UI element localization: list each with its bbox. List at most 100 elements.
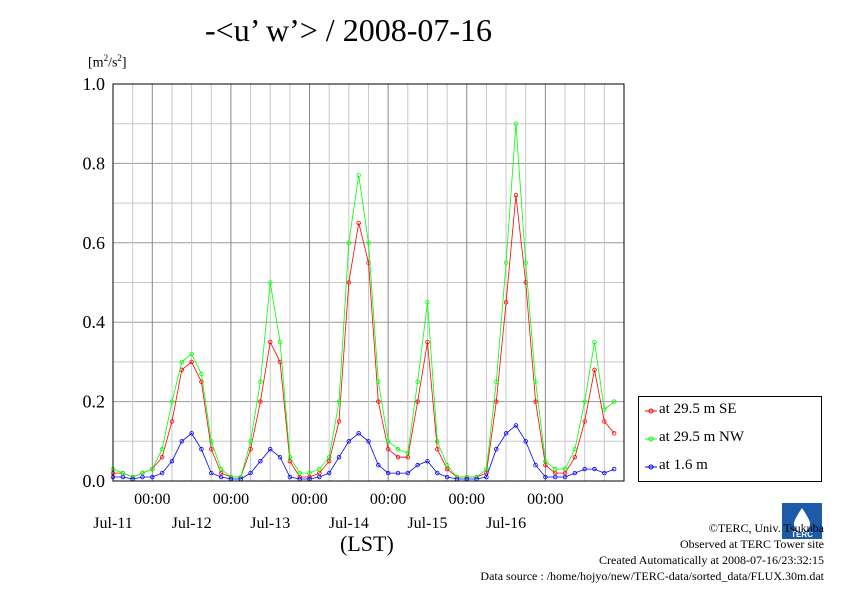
data-point bbox=[268, 339, 273, 345]
data-point bbox=[218, 474, 224, 480]
data-point bbox=[248, 439, 253, 444]
y-tick-label: 0.2 bbox=[83, 392, 106, 412]
x-tick-date: Jul-15 bbox=[407, 515, 447, 532]
data-point bbox=[425, 458, 430, 464]
data-point bbox=[592, 339, 597, 345]
series-line-0 bbox=[113, 195, 615, 478]
data-point bbox=[553, 466, 558, 472]
series-layer bbox=[110, 121, 617, 482]
data-point bbox=[602, 470, 607, 476]
data-point bbox=[346, 280, 352, 285]
x-tick-time: 00:00 bbox=[134, 491, 170, 508]
data-point bbox=[326, 470, 332, 476]
y-tick-label: 0.0 bbox=[83, 471, 106, 491]
data-point bbox=[533, 399, 538, 404]
data-point bbox=[366, 240, 371, 245]
data-point bbox=[425, 300, 430, 305]
data-point bbox=[444, 462, 450, 468]
data-point bbox=[415, 399, 420, 404]
data-point bbox=[366, 439, 371, 444]
data-point bbox=[611, 431, 617, 436]
grid-lines bbox=[112, 83, 625, 482]
data-point bbox=[513, 423, 519, 428]
data-point bbox=[543, 474, 548, 480]
x-tick-time: 00:00 bbox=[291, 491, 327, 508]
data-point bbox=[169, 458, 175, 464]
data-point bbox=[248, 470, 253, 476]
x-tick-time: 00:00 bbox=[370, 491, 406, 508]
data-point bbox=[307, 470, 312, 476]
data-point bbox=[150, 474, 155, 480]
data-point bbox=[513, 192, 519, 198]
data-point bbox=[385, 470, 391, 476]
legend-label-nw: at 29.5 m NW bbox=[659, 429, 744, 445]
data-point bbox=[602, 407, 607, 412]
data-point bbox=[277, 454, 283, 460]
data-point bbox=[415, 379, 420, 384]
data-point bbox=[169, 419, 175, 424]
data-point bbox=[199, 371, 204, 377]
data-point bbox=[277, 339, 283, 345]
data-point bbox=[199, 379, 204, 384]
created-text: Created Automatically at 2008-07-16/23:3… bbox=[599, 553, 824, 567]
data-point bbox=[189, 359, 194, 365]
data-point bbox=[336, 399, 342, 404]
chart-title: -<u’ w’> / 2008-07-16 bbox=[205, 12, 492, 48]
data-point bbox=[189, 431, 194, 436]
series-line-2 bbox=[113, 424, 615, 480]
data-point bbox=[209, 447, 214, 452]
terc-logo: TERC bbox=[782, 503, 822, 539]
data-point bbox=[611, 399, 617, 404]
data-point bbox=[287, 474, 293, 480]
data-point bbox=[209, 470, 214, 476]
y-tick-label: 0.8 bbox=[83, 153, 106, 173]
data-point bbox=[346, 439, 352, 444]
data-point bbox=[592, 367, 597, 373]
y-tick-label: 0.6 bbox=[83, 233, 106, 253]
source-text: Data source : /home/hojyo/new/TERC-data/… bbox=[480, 569, 824, 583]
data-point bbox=[582, 399, 587, 404]
logo-text: TERC bbox=[791, 530, 813, 539]
data-point bbox=[258, 399, 263, 404]
data-point bbox=[346, 240, 352, 245]
x-tick-date: Jul-12 bbox=[172, 515, 212, 532]
credits: ©TERC, Univ. Tsukuba Observed at TERC To… bbox=[480, 520, 824, 584]
data-point bbox=[572, 470, 578, 476]
data-point bbox=[435, 470, 440, 476]
data-point bbox=[385, 439, 391, 444]
data-point bbox=[376, 379, 381, 384]
data-point bbox=[592, 466, 597, 472]
data-point bbox=[503, 260, 509, 265]
data-point bbox=[444, 474, 450, 480]
data-point bbox=[484, 474, 489, 480]
data-point bbox=[199, 447, 204, 452]
x-tick-labels: 00:00Jul-1100:00Jul-1200:00Jul-1300:00Ju… bbox=[93, 491, 563, 532]
data-point bbox=[395, 470, 401, 476]
data-point bbox=[435, 439, 440, 444]
x-tick-time: 00:00 bbox=[449, 491, 485, 508]
data-point bbox=[218, 466, 224, 472]
data-point bbox=[356, 431, 361, 436]
data-point bbox=[503, 431, 509, 436]
data-point bbox=[336, 454, 342, 460]
data-point bbox=[611, 466, 617, 472]
y-tick-label: 1.0 bbox=[83, 74, 106, 94]
legend-label-se: at 29.5 m SE bbox=[659, 401, 737, 417]
plot-frame bbox=[112, 83, 625, 482]
data-point bbox=[572, 454, 578, 460]
data-point bbox=[268, 280, 273, 285]
data-point bbox=[533, 462, 538, 468]
data-point bbox=[376, 399, 381, 404]
data-point bbox=[523, 260, 528, 265]
x-tick-date: Jul-14 bbox=[329, 515, 369, 532]
data-point bbox=[484, 466, 489, 472]
data-point bbox=[405, 451, 411, 456]
data-point bbox=[533, 379, 538, 384]
data-point bbox=[543, 458, 548, 464]
data-point bbox=[523, 439, 528, 444]
data-point bbox=[425, 339, 430, 345]
x-tick-time: 00:00 bbox=[527, 491, 563, 508]
data-point bbox=[150, 466, 155, 472]
data-point bbox=[159, 454, 165, 460]
